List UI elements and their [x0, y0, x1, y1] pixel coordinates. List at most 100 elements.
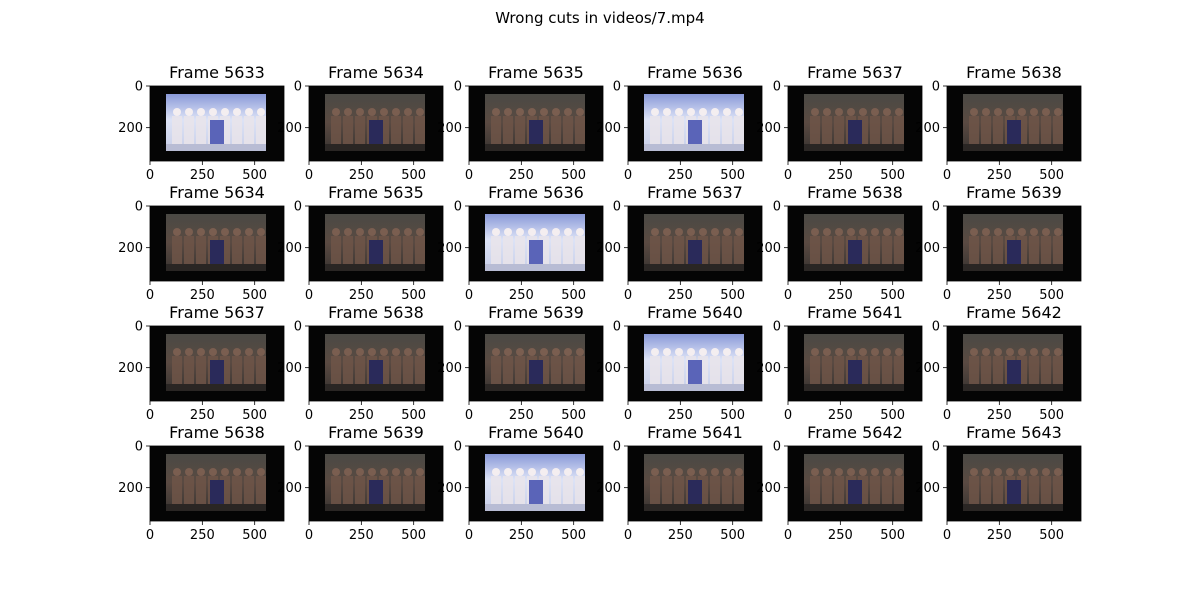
frame-figure-head [564, 108, 572, 116]
frame-figure [539, 116, 549, 145]
axes-frame [308, 205, 444, 282]
frame-figure [539, 356, 549, 385]
frame-figure-head [416, 468, 424, 476]
frame-figure-head [1030, 468, 1038, 476]
x-tick-label: 500 [880, 408, 905, 423]
x-tick-label: 0 [465, 408, 473, 423]
frame-figure-head [344, 228, 352, 236]
frame-figure-head [392, 348, 400, 356]
frame-figure-head [540, 468, 548, 476]
frame-figure [882, 476, 892, 505]
frame-figure [870, 116, 880, 145]
frame-figure [331, 476, 341, 505]
frame-figure-head [1018, 468, 1026, 476]
frame-figure-head [221, 348, 229, 356]
frame-figure-head [651, 228, 659, 236]
axes-frame [149, 445, 285, 522]
frame-figure-head [209, 468, 217, 476]
frame-figure-head [982, 108, 990, 116]
panel: Frame 5637 0 250 500 0 200 [118, 303, 285, 423]
frame-figure [858, 116, 868, 145]
frame-figure [355, 236, 365, 265]
panel-title: Frame 5640 [488, 423, 584, 442]
y-tick-label: 200 [915, 121, 940, 136]
x-tick-label: 0 [305, 408, 313, 423]
frame-figure-head [404, 468, 412, 476]
frame-figure-head [871, 228, 879, 236]
x-tick-label: 500 [720, 168, 745, 183]
frame-figure [491, 356, 501, 385]
frame-figure [710, 476, 720, 505]
frame-figure-head [883, 108, 891, 116]
frame-figure-head [687, 348, 695, 356]
frame-floor [325, 144, 425, 151]
x-tick-label: 0 [146, 168, 154, 183]
frame-floor [804, 264, 904, 271]
frame-figure [184, 476, 194, 505]
frame-figure [220, 356, 230, 385]
frame-figure [662, 476, 672, 505]
frame-figure-head [883, 228, 891, 236]
frame-figure-head [687, 228, 695, 236]
panel: Frame 5638 0 250 500 0 200 [118, 423, 285, 543]
frame-figure-head [257, 228, 265, 236]
frame-floor [963, 264, 1063, 271]
frame-figure-head [651, 348, 659, 356]
frame-figure-head [675, 108, 683, 116]
x-tick-label: 250 [987, 528, 1012, 543]
axes-frame [468, 325, 604, 402]
frame-figure-center [688, 480, 702, 509]
frame-figure-head [1006, 228, 1014, 236]
y-tick-label: 200 [118, 241, 143, 256]
y-tick-label: 200 [118, 361, 143, 376]
frame-figure-head [735, 228, 743, 236]
frame-figure [551, 236, 561, 265]
frame-figure [822, 356, 832, 385]
frame-figure [256, 476, 266, 505]
x-tick-label: 0 [943, 288, 951, 303]
frame-figure-head [332, 228, 340, 236]
frame-figure-head [185, 348, 193, 356]
frame-figure-head [847, 468, 855, 476]
frame-figure-head [699, 348, 707, 356]
frame-figure-head [564, 468, 572, 476]
frame-figure [503, 116, 513, 145]
panel: Frame 5638 0 250 500 0 200 [277, 303, 444, 423]
frame-figure-head [675, 468, 683, 476]
x-tick-label: 250 [190, 528, 215, 543]
x-tick-label: 500 [561, 168, 586, 183]
y-tick-label: 0 [932, 440, 940, 455]
frame-figure-head [404, 108, 412, 116]
frame-figure-head [552, 468, 560, 476]
axes-frame [946, 85, 1082, 162]
axes-frame [627, 205, 763, 282]
frame-figure [232, 116, 242, 145]
frame-figure-head [1006, 108, 1014, 116]
frame-figure [698, 356, 708, 385]
x-tick-label: 250 [349, 168, 374, 183]
frame-figure [379, 236, 389, 265]
y-tick-label: 200 [756, 121, 781, 136]
frame-figure-center [1007, 480, 1021, 509]
frame-figure [698, 476, 708, 505]
x-tick-label: 0 [624, 528, 632, 543]
y-tick-label: 200 [277, 121, 302, 136]
frame-figure-head [380, 348, 388, 356]
frame-figure [1041, 236, 1051, 265]
axes-frame [787, 85, 923, 162]
y-tick-label: 200 [437, 241, 462, 256]
panel: Frame 5635 0 250 500 0 200 [437, 63, 604, 183]
frame-figure-head [185, 108, 193, 116]
panel: Frame 5639 0 250 500 0 200 [915, 183, 1082, 303]
x-tick-label: 500 [561, 288, 586, 303]
frame-figure [515, 116, 525, 145]
frame-figure-head [380, 108, 388, 116]
panel-title: Frame 5638 [966, 63, 1062, 82]
frame-figure [969, 356, 979, 385]
frame-figure [1053, 476, 1063, 505]
frame-figure-head [504, 108, 512, 116]
x-tick-label: 0 [624, 168, 632, 183]
frame-figure-head [257, 108, 265, 116]
panel-title: Frame 5636 [647, 63, 743, 82]
x-tick-label: 500 [401, 528, 426, 543]
